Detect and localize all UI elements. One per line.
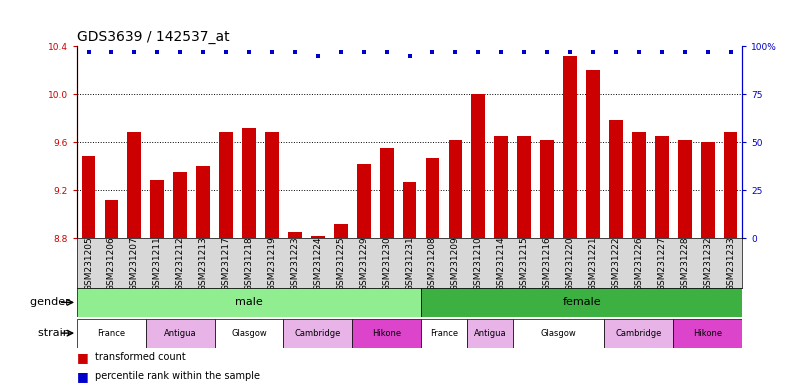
Point	[403, 53, 416, 59]
Bar	[655, 136, 669, 238]
Bar	[513, 319, 604, 348]
Bar	[495, 136, 508, 238]
Bar	[604, 319, 673, 348]
Point	[426, 49, 439, 55]
Point	[128, 49, 141, 55]
Text: France: France	[97, 329, 126, 338]
Point	[449, 49, 462, 55]
Point	[495, 49, 508, 55]
Bar	[334, 224, 348, 238]
Point	[289, 49, 302, 55]
Text: Hikone: Hikone	[372, 329, 401, 338]
Point	[242, 49, 255, 55]
Text: Hikone: Hikone	[693, 329, 723, 338]
Bar	[586, 70, 600, 238]
Bar	[678, 140, 692, 238]
Point	[105, 49, 118, 55]
Bar	[540, 140, 554, 238]
Point	[724, 49, 737, 55]
Point	[472, 49, 485, 55]
Bar	[242, 128, 256, 238]
Bar	[150, 180, 164, 238]
Bar	[283, 319, 352, 348]
Point	[311, 53, 324, 59]
Bar	[421, 288, 742, 317]
Point	[357, 49, 370, 55]
Text: gender: gender	[30, 297, 73, 308]
Text: ■: ■	[77, 351, 92, 364]
Bar	[563, 56, 577, 238]
Point	[197, 49, 210, 55]
Bar	[517, 136, 531, 238]
Text: female: female	[562, 297, 601, 308]
Bar	[609, 121, 623, 238]
Point	[334, 49, 347, 55]
Bar	[357, 164, 371, 238]
Point	[265, 49, 278, 55]
Point	[633, 49, 646, 55]
Bar	[471, 94, 485, 238]
Bar	[380, 148, 393, 238]
Point	[655, 49, 668, 55]
Point	[586, 49, 599, 55]
Bar	[196, 166, 210, 238]
Point	[82, 49, 95, 55]
Point	[151, 49, 164, 55]
Point	[702, 49, 714, 55]
Bar	[146, 319, 215, 348]
Point	[174, 49, 187, 55]
Point	[609, 49, 622, 55]
Bar	[426, 158, 440, 238]
Text: Cambridge: Cambridge	[294, 329, 341, 338]
Bar	[77, 288, 421, 317]
Text: France: France	[430, 329, 458, 338]
Text: GDS3639 / 142537_at: GDS3639 / 142537_at	[77, 30, 230, 44]
Bar	[127, 132, 141, 238]
Bar	[448, 140, 462, 238]
Bar	[352, 319, 421, 348]
Bar	[82, 157, 96, 238]
Bar	[723, 132, 737, 238]
Bar	[403, 182, 416, 238]
Bar	[467, 319, 513, 348]
Text: percentile rank within the sample: percentile rank within the sample	[95, 371, 260, 381]
Bar	[174, 172, 187, 238]
Bar	[265, 132, 279, 238]
Text: Antigua: Antigua	[164, 329, 196, 338]
Bar	[288, 232, 302, 238]
Bar	[105, 200, 118, 238]
Point	[220, 49, 233, 55]
Text: male: male	[235, 297, 263, 308]
Text: Glasgow: Glasgow	[231, 329, 267, 338]
Bar	[219, 132, 233, 238]
Point	[380, 49, 393, 55]
Bar	[632, 132, 646, 238]
Bar	[421, 319, 467, 348]
Point	[541, 49, 554, 55]
Point	[564, 49, 577, 55]
Bar	[311, 236, 324, 238]
Text: strain: strain	[37, 328, 73, 338]
Text: Cambridge: Cambridge	[616, 329, 662, 338]
Text: Antigua: Antigua	[474, 329, 506, 338]
Point	[678, 49, 691, 55]
Bar	[215, 319, 283, 348]
Bar	[701, 142, 714, 238]
Text: transformed count: transformed count	[95, 352, 186, 362]
Text: Glasgow: Glasgow	[541, 329, 577, 338]
Bar	[673, 319, 742, 348]
Bar	[77, 319, 146, 348]
Text: ■: ■	[77, 370, 92, 383]
Point	[517, 49, 530, 55]
